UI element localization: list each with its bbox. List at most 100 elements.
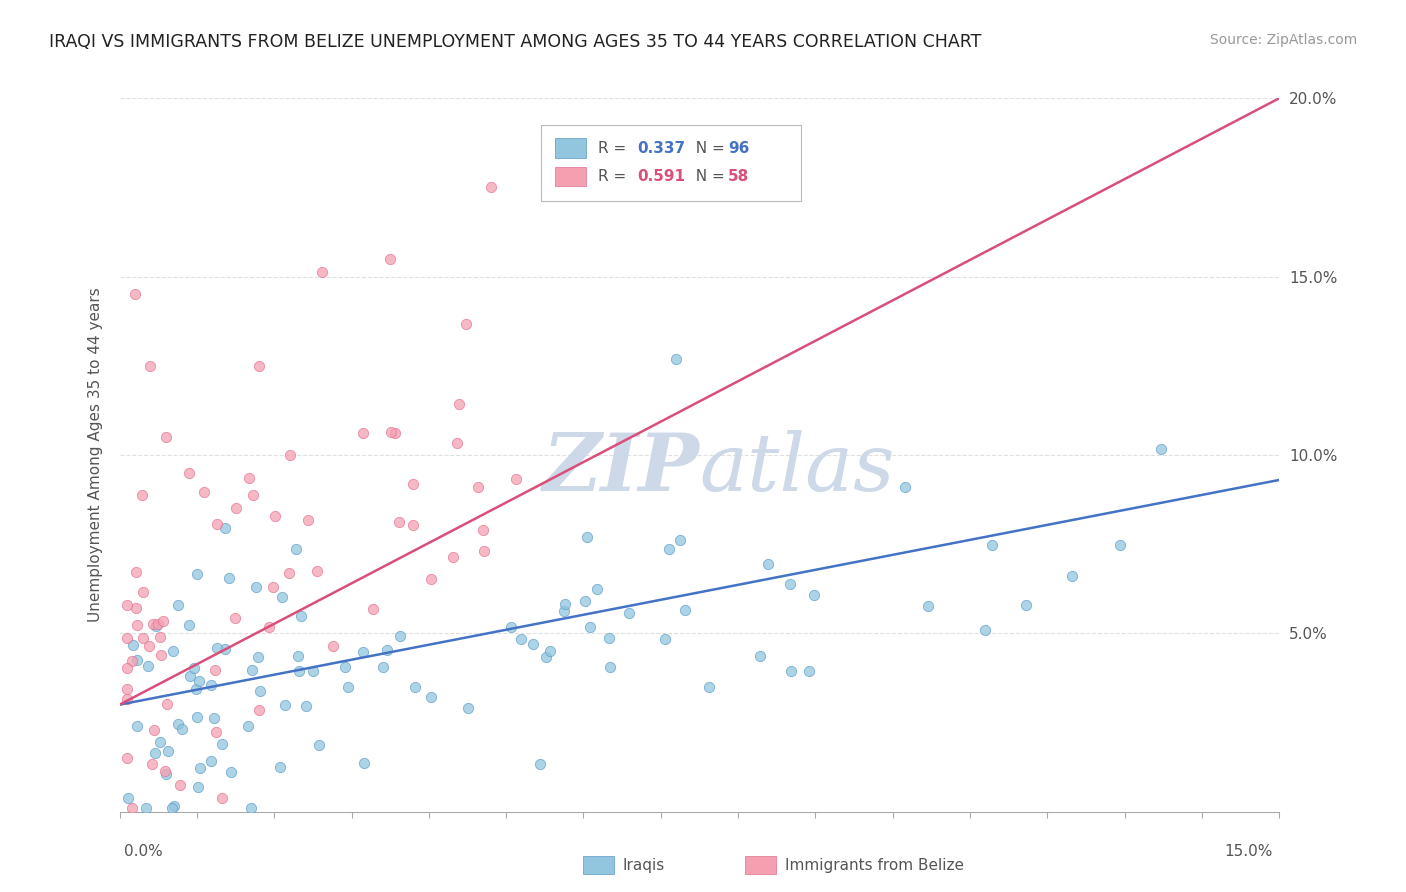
Point bbox=[322, 640, 344, 654]
Point bbox=[311, 265, 333, 279]
Text: R =: R = bbox=[598, 141, 631, 155]
Point bbox=[187, 780, 209, 795]
Point bbox=[658, 542, 681, 557]
Point bbox=[245, 580, 267, 594]
Point bbox=[225, 501, 247, 516]
Text: 0.591: 0.591 bbox=[637, 169, 685, 184]
Text: 0.0%: 0.0% bbox=[124, 845, 163, 859]
Point bbox=[163, 799, 186, 814]
Point bbox=[505, 472, 527, 486]
Point bbox=[155, 430, 177, 444]
Point bbox=[510, 632, 533, 647]
Point bbox=[117, 598, 138, 612]
Point bbox=[200, 678, 222, 692]
Point bbox=[269, 760, 291, 774]
Point bbox=[308, 738, 330, 752]
Point bbox=[447, 397, 470, 411]
Point bbox=[187, 674, 209, 689]
Point bbox=[142, 617, 165, 632]
Point bbox=[270, 590, 292, 604]
Point bbox=[177, 618, 200, 632]
Point bbox=[371, 660, 394, 674]
Point bbox=[420, 690, 443, 704]
Point bbox=[335, 659, 357, 673]
Point bbox=[574, 594, 596, 608]
Point bbox=[135, 801, 157, 815]
Point bbox=[242, 488, 264, 502]
Text: ZIP: ZIP bbox=[543, 431, 700, 508]
Point bbox=[534, 649, 557, 664]
Point bbox=[467, 480, 489, 494]
Point bbox=[522, 637, 544, 651]
Point bbox=[669, 533, 692, 547]
Point bbox=[122, 638, 145, 652]
Point bbox=[779, 576, 801, 591]
Point bbox=[204, 663, 226, 677]
Point bbox=[117, 681, 138, 696]
Point bbox=[756, 558, 779, 572]
Text: IRAQI VS IMMIGRANTS FROM BELIZE UNEMPLOYMENT AMONG AGES 35 TO 44 YEARS CORRELATI: IRAQI VS IMMIGRANTS FROM BELIZE UNEMPLOY… bbox=[49, 33, 981, 51]
Point bbox=[388, 629, 411, 643]
Point bbox=[131, 487, 153, 501]
Point bbox=[249, 683, 271, 698]
Point bbox=[274, 698, 297, 713]
Point bbox=[219, 764, 242, 779]
Point bbox=[179, 669, 201, 683]
Point bbox=[554, 597, 576, 611]
Point bbox=[352, 425, 374, 440]
Point bbox=[579, 620, 602, 634]
Point bbox=[179, 466, 201, 480]
Point bbox=[388, 515, 411, 529]
Text: Immigrants from Belize: Immigrants from Belize bbox=[785, 858, 963, 872]
Text: Source: ZipAtlas.com: Source: ZipAtlas.com bbox=[1209, 33, 1357, 47]
Point bbox=[132, 585, 155, 599]
Point bbox=[205, 516, 228, 531]
Point bbox=[797, 664, 820, 678]
Point bbox=[404, 680, 426, 694]
Point bbox=[1060, 568, 1083, 582]
Point bbox=[188, 762, 211, 776]
Point bbox=[142, 723, 165, 737]
Point bbox=[287, 648, 309, 663]
Point bbox=[1109, 538, 1132, 552]
Point bbox=[156, 744, 179, 758]
Point bbox=[1015, 598, 1038, 612]
Point bbox=[117, 791, 139, 805]
Point bbox=[117, 632, 138, 646]
Point bbox=[894, 480, 917, 494]
Point bbox=[586, 582, 609, 597]
Text: 58: 58 bbox=[728, 169, 749, 184]
Point bbox=[183, 661, 205, 675]
Point bbox=[205, 641, 228, 656]
Point bbox=[454, 317, 477, 331]
Point bbox=[247, 703, 270, 717]
Point bbox=[240, 663, 263, 677]
Point bbox=[297, 513, 319, 527]
Point bbox=[353, 756, 375, 770]
Point bbox=[132, 631, 155, 645]
Point bbox=[143, 746, 166, 760]
Point bbox=[152, 615, 174, 629]
Point bbox=[145, 619, 167, 633]
Point bbox=[184, 681, 207, 696]
Point bbox=[402, 476, 425, 491]
Point bbox=[305, 564, 328, 578]
Point bbox=[472, 543, 495, 558]
Point bbox=[380, 252, 402, 266]
Point bbox=[803, 588, 825, 602]
Point bbox=[1150, 442, 1173, 457]
Point bbox=[186, 566, 208, 581]
Point bbox=[384, 425, 406, 440]
Point bbox=[149, 630, 172, 644]
Point bbox=[981, 538, 1004, 552]
Point bbox=[285, 542, 308, 557]
Point bbox=[699, 680, 721, 694]
Text: R =: R = bbox=[598, 169, 631, 184]
Point bbox=[200, 754, 222, 768]
Text: N =: N = bbox=[686, 169, 730, 184]
Point bbox=[238, 471, 260, 485]
Point bbox=[290, 609, 312, 624]
Point bbox=[973, 623, 995, 637]
Point bbox=[599, 659, 621, 673]
Point bbox=[167, 598, 190, 612]
